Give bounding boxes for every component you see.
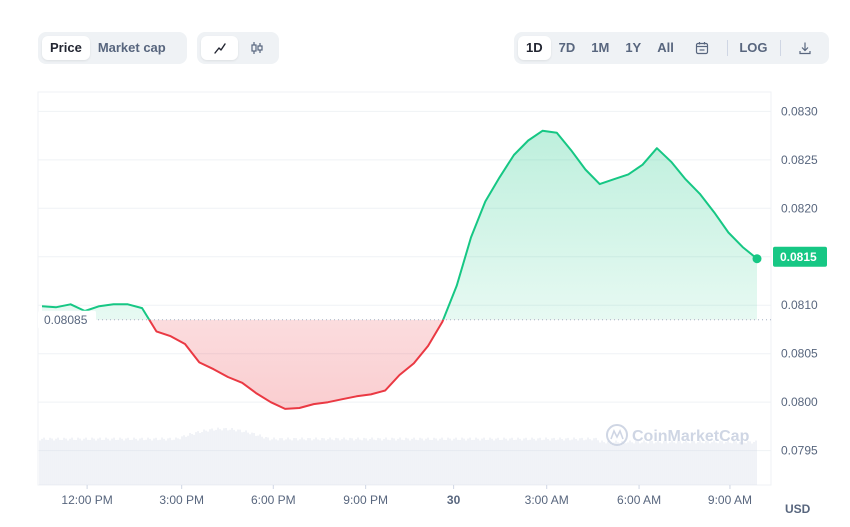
time-range-toggle: 1D 7D 1M 1Y All LOG [514,32,829,64]
area-below-baseline [42,319,757,409]
area-above-baseline [42,130,757,320]
range-1y[interactable]: 1Y [625,40,642,55]
y-tick-label: 0.0800 [781,395,818,409]
currency-label: USD [785,502,811,516]
y-tick-label: 0.0825 [781,153,818,167]
current-price-tag: 0.0815 [773,246,827,267]
plot-frame [37,91,772,486]
price-area [42,130,757,409]
range-7d[interactable]: 7D [558,40,576,55]
watermark: CoinMarketCap [606,424,750,446]
volume-bars [39,427,757,485]
calendar-icon [696,42,709,55]
x-tick-label: 9:00 PM [343,493,388,507]
y-tick-label: 0.0795 [781,444,818,458]
price-marketcap-toggle: Price Market cap [38,32,187,64]
last-price-dot [752,254,762,264]
y-axis: 0.0830 0.0825 0.0820 0.0815 0.0810 0.0805 0.08… [781,104,818,457]
current-price-label: 0.0815 [780,250,817,264]
y-tick-label: 0.0830 [781,104,818,118]
baseline-label-text: 0.08085 [44,313,88,327]
range-divider [779,40,781,56]
x-tick-label: 30 [447,493,461,507]
download-icon [799,42,811,55]
line-chart-icon [213,43,226,54]
y-tick-label: 0.0820 [781,201,818,215]
range-1m[interactable]: 1M [591,40,610,55]
x-tick-label: 3:00 AM [525,493,569,507]
price-line-up [41,129,758,320]
range-1d[interactable]: 1D [518,36,551,60]
x-tick-label: 12:00 PM [61,493,112,507]
baseline-label: 0.08085 [38,310,96,329]
x-tick-label: 9:00 AM [708,493,752,507]
y-tick-label: 0.0810 [781,298,818,312]
range-all[interactable]: All [657,40,674,55]
calendar-button[interactable] [682,36,723,60]
candlestick-icon [250,42,263,54]
tab-price[interactable]: Price [42,36,90,60]
candlestick-button[interactable] [238,36,275,60]
watermark-text: CoinMarketCap [632,428,750,445]
price-line [41,129,758,410]
chart-type-toggle [197,32,279,64]
x-tick-label: 6:00 PM [251,493,296,507]
price-line-down [148,319,445,410]
log-scale-button[interactable]: LOG [739,40,768,55]
tab-market-cap[interactable]: Market cap [97,40,166,55]
download-button[interactable] [784,36,825,60]
x-axis: 12:00 PM 3:00 PM 6:00 PM 9:00 PM 30 3:00 AM 6:… [61,485,752,507]
range-divider [726,40,728,56]
line-chart-button[interactable] [201,36,238,60]
x-tick-label: 3:00 PM [159,493,204,507]
x-tick-label: 6:00 AM [617,493,661,507]
y-tick-label: 0.0805 [781,347,818,361]
